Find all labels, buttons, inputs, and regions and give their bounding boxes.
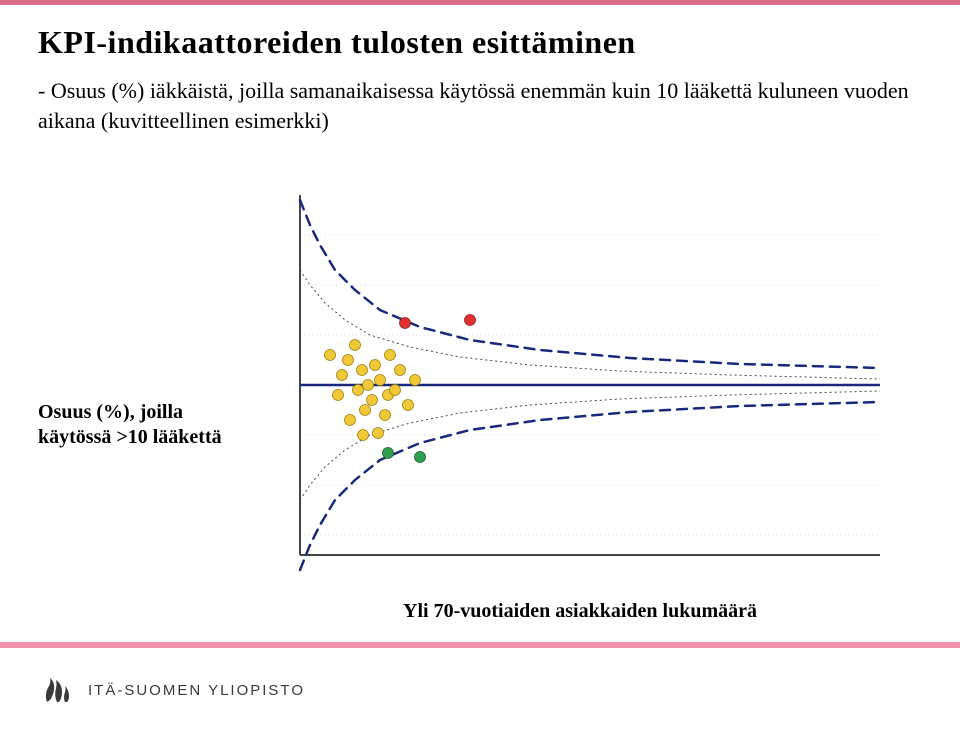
university-logo: ITÄ-SUOMEN YLIOPISTO <box>38 672 305 708</box>
chart-svg <box>260 185 900 585</box>
page-title: KPI-indikaattoreiden tulosten esittämine… <box>38 24 636 61</box>
top-accent-rule <box>0 0 960 5</box>
page-subtitle: - Osuus (%) iäkkäistä, joilla samanaikai… <box>38 76 918 135</box>
logo-text: ITÄ-SUOMEN YLIOPISTO <box>88 682 305 699</box>
footer-accent-rule <box>0 642 960 648</box>
x-axis-label: Yli 70-vuotiaiden asiakkaiden lukumäärä <box>260 600 900 623</box>
funnel-chart <box>260 185 900 585</box>
y-axis-label: Osuus (%), joilla käytössä >10 lääkettä <box>38 400 238 450</box>
flame-icon <box>38 672 74 708</box>
